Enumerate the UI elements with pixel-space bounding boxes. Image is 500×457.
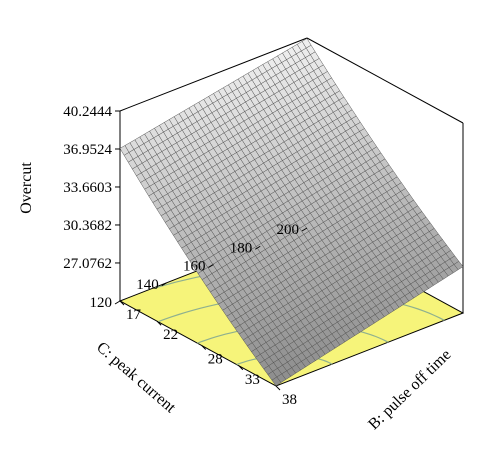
z-tick-label: 36.9524 [63, 142, 112, 158]
axis-ticks: 40.2444 36.9524 33.6603 30.3682 27.0762 120 14… [63, 104, 308, 408]
box-frame [119, 37, 464, 313]
y-tick-label: 180 [230, 240, 253, 256]
y-tick-label: 140 [136, 277, 159, 293]
y-axis-label: C: peak current [93, 339, 179, 417]
frame-edge-top-left [119, 37, 308, 112]
x-tick-mark [201, 345, 207, 350]
x-tick-label: 33 [245, 372, 260, 388]
y-tick-mark [301, 227, 308, 232]
z-tick-label: 40.2444 [63, 104, 112, 120]
z-tick-label: 30.3682 [63, 218, 112, 234]
y-tick-label: 200 [277, 222, 300, 238]
surface-facet [271, 376, 282, 387]
response-surface [119, 38, 464, 387]
z-tick-label: 27.0762 [63, 256, 112, 272]
y-tick-label: 160 [183, 259, 206, 275]
z-axis-label: Overcut [18, 162, 35, 214]
y-tick-mark [114, 300, 121, 305]
x-tick-mark [119, 300, 125, 306]
x-tick-mark [275, 385, 281, 391]
x-tick-label: 17 [126, 307, 142, 323]
x-tick-label: 38 [282, 392, 297, 408]
y-tick-mark [254, 245, 261, 250]
x-tick-label: 22 [163, 327, 178, 343]
frame-edge-top-right [306, 37, 464, 124]
y-tick-label: 120 [90, 295, 113, 311]
z-tick-label: 33.6603 [63, 180, 112, 196]
y-tick-mark [208, 264, 214, 268]
x-tick-mark [156, 320, 162, 326]
x-axis-label: B: pulse off time [365, 346, 454, 433]
y-tick-mark [161, 282, 168, 287]
x-tick-mark [238, 365, 244, 371]
x-tick-label: 28 [208, 352, 223, 368]
